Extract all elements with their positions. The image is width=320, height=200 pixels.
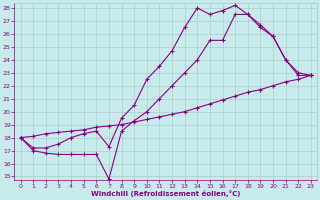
X-axis label: Windchill (Refroidissement éolien,°C): Windchill (Refroidissement éolien,°C) <box>91 190 240 197</box>
